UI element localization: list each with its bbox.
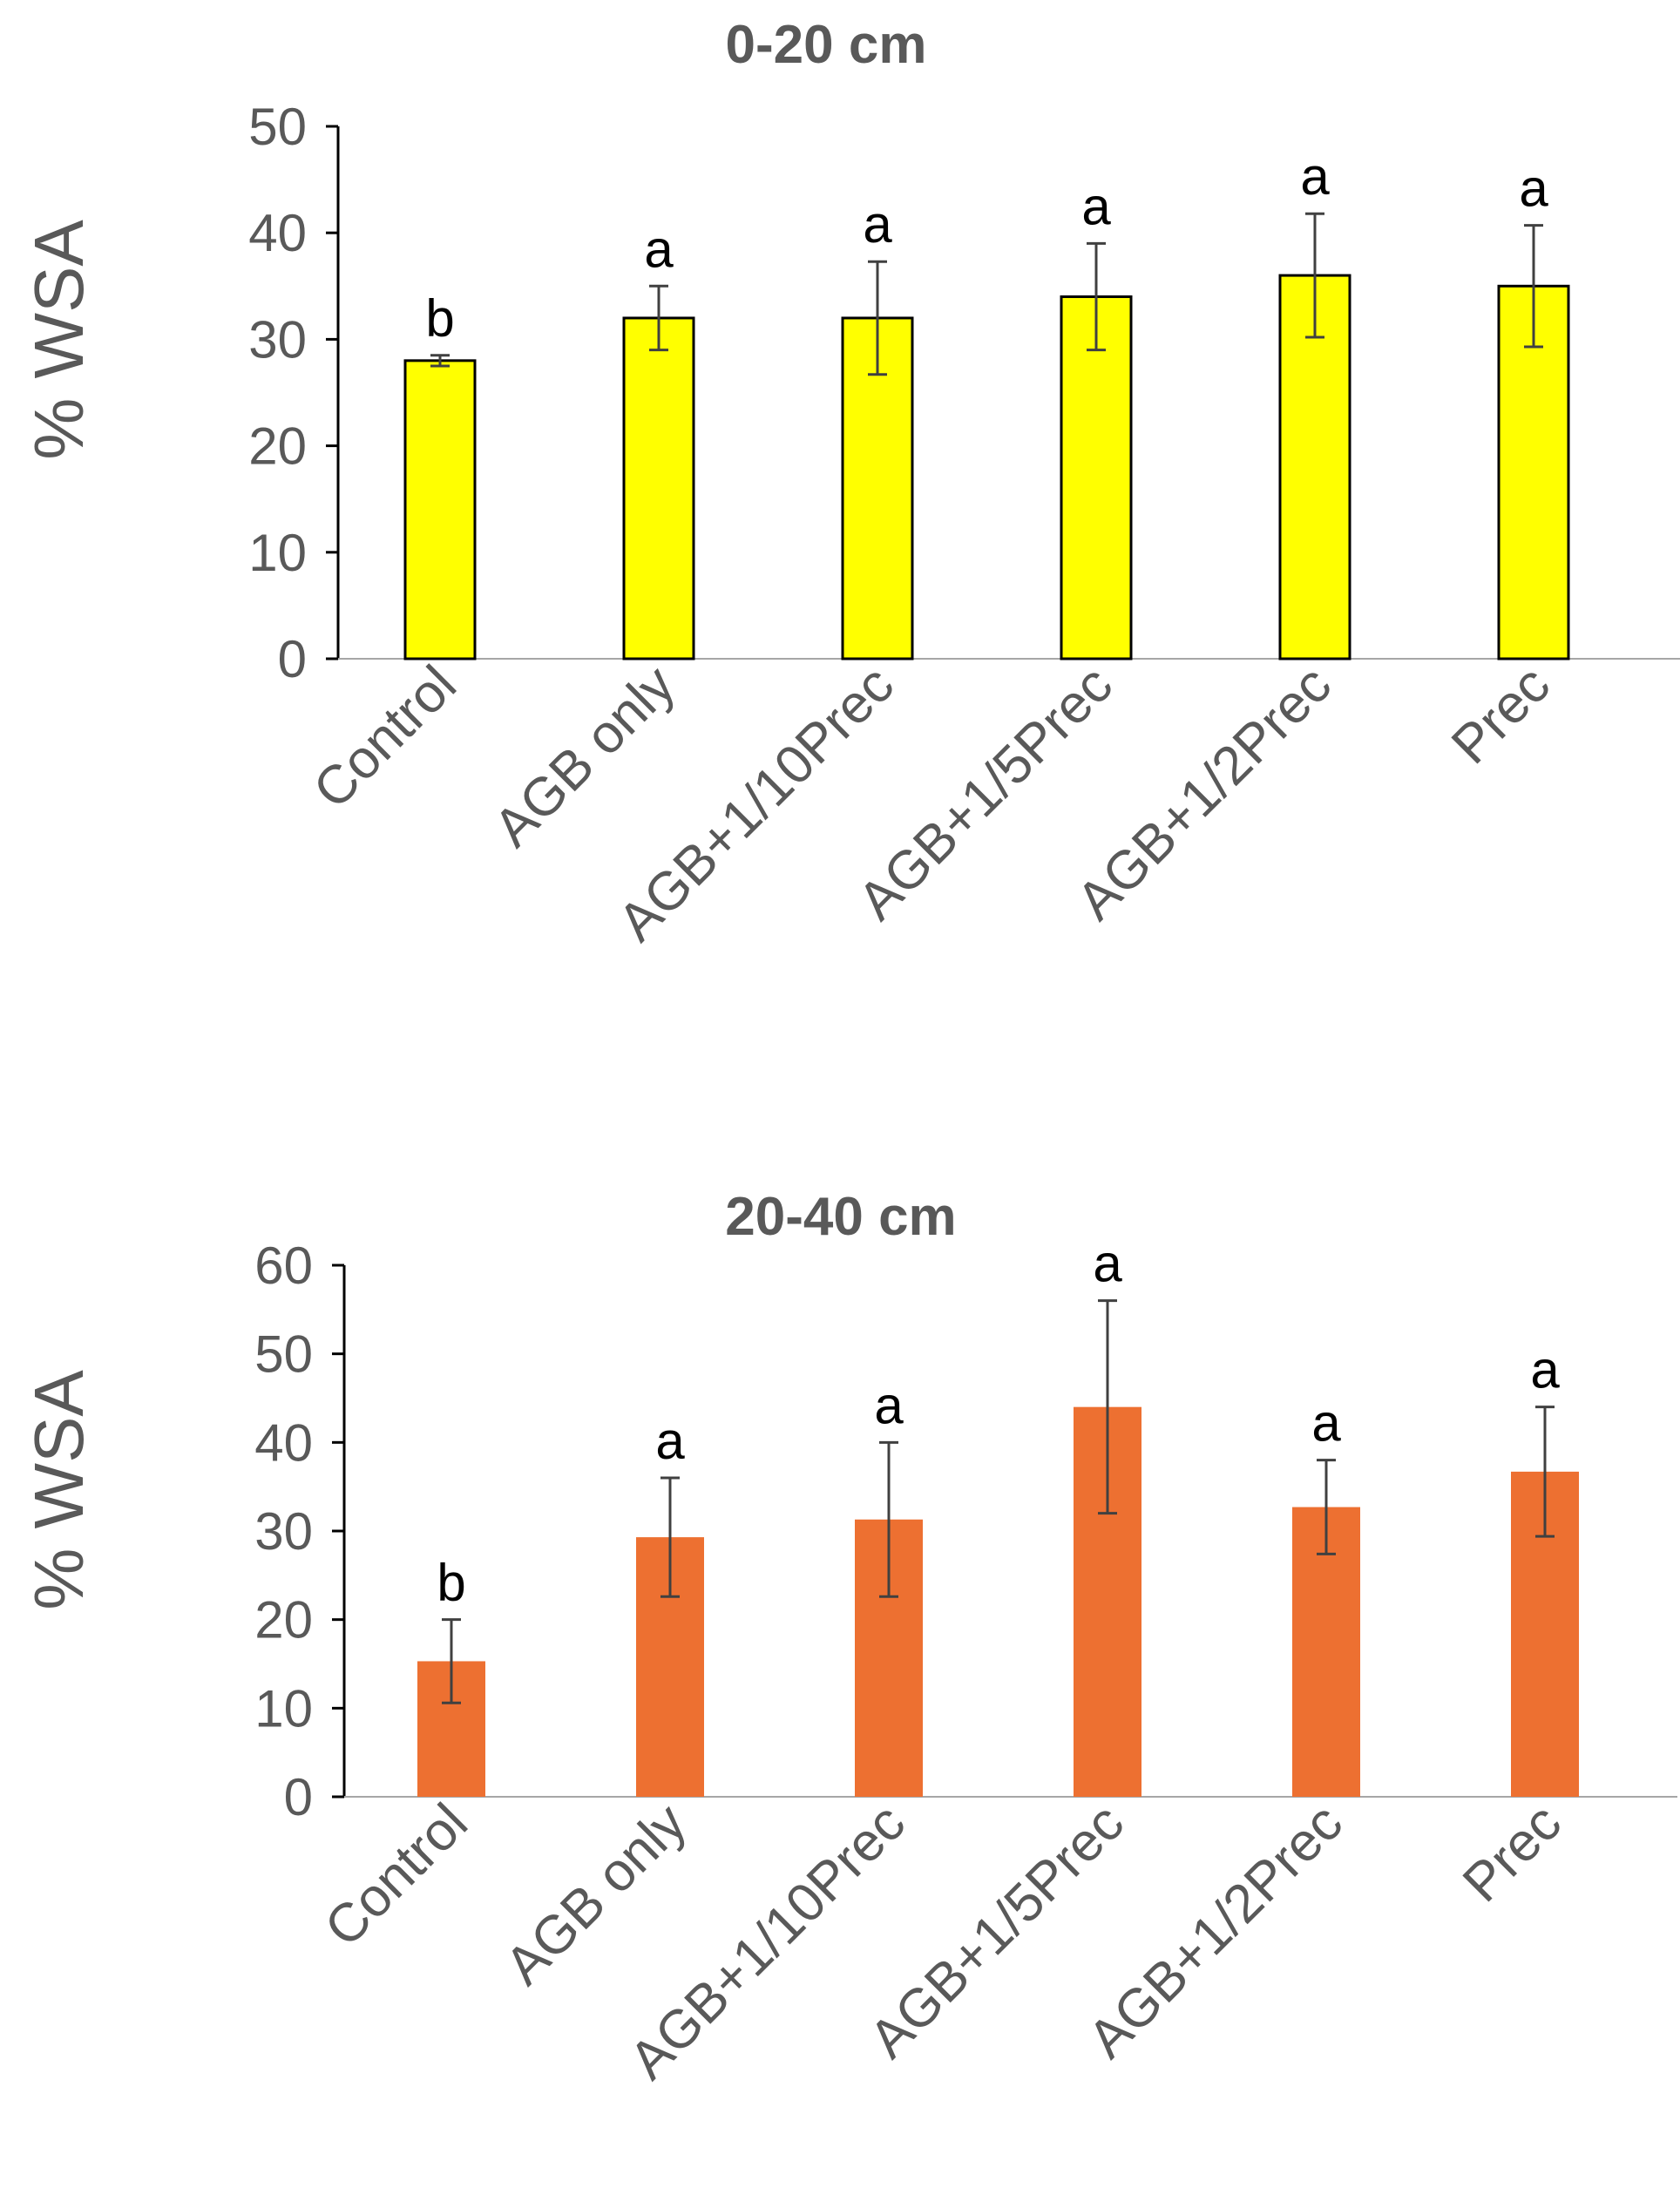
x-tick-label: AGB only — [494, 1792, 698, 1996]
significance-label: a — [644, 220, 674, 278]
y-tick-label: 50 — [254, 1325, 313, 1384]
bar — [1278, 274, 1351, 661]
bar — [841, 316, 914, 661]
y-tick-label: 30 — [254, 1502, 313, 1561]
x-tick-label: Prec — [1440, 654, 1561, 776]
significance-label: a — [1311, 1394, 1341, 1453]
x-tick-label: Control — [314, 1792, 479, 1958]
y-tick-label: 40 — [254, 1413, 313, 1472]
y-tick-label: 10 — [248, 524, 307, 582]
significance-label: a — [1300, 147, 1330, 206]
bar — [403, 359, 477, 661]
significance-label: a — [1093, 1235, 1122, 1293]
bar — [1292, 1507, 1360, 1797]
y-axis-label: % WSA — [20, 1370, 98, 1610]
significance-label: a — [1081, 177, 1111, 235]
chart-title: 0-20 cm — [726, 15, 927, 75]
bar — [622, 316, 695, 661]
y-tick-label: 20 — [248, 417, 307, 476]
y-tick-label: 60 — [254, 1236, 313, 1295]
y-tick-label: 0 — [284, 1768, 313, 1826]
significance-label: b — [425, 289, 454, 348]
bar — [1060, 295, 1133, 661]
significance-label: a — [1530, 1341, 1560, 1399]
x-tick-label: Control — [302, 654, 468, 820]
y-tick-label: 40 — [248, 204, 307, 262]
significance-label: a — [655, 1412, 685, 1470]
y-tick-label: 0 — [278, 630, 307, 688]
y-tick-label: 20 — [254, 1591, 313, 1650]
x-tick-label: Prec — [1452, 1792, 1573, 1914]
chart-20-40cm: 20-40 cm % WSA 0 10 20 30 40 50 60 b Control a AGB… — [20, 1187, 1677, 2091]
y-tick-label: 10 — [254, 1679, 313, 1738]
y-tick-label: 50 — [248, 98, 307, 156]
significance-label: a — [1519, 159, 1548, 218]
significance-label: b — [437, 1554, 465, 1612]
bar — [1497, 284, 1570, 661]
chart-title: 20-40 cm — [725, 1187, 956, 1247]
significance-label: a — [874, 1376, 904, 1434]
y-axis-label: % WSA — [20, 220, 98, 460]
y-tick-label: 30 — [248, 310, 307, 369]
x-tick-label: AGB only — [483, 654, 687, 858]
chart-0-20cm: 0-20 cm % WSA 0 10 20 30 40 50 b Control a AGB on… — [20, 15, 1680, 953]
significance-label: a — [863, 195, 892, 254]
